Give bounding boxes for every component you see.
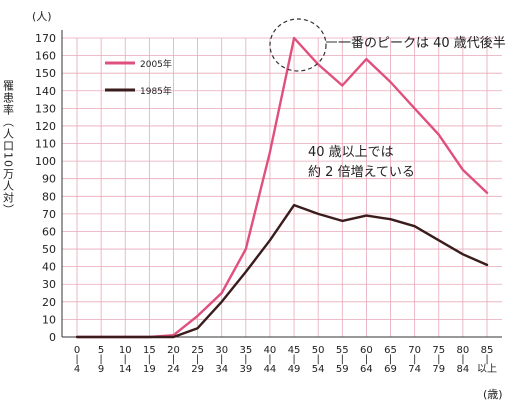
x-tick-end-8: 44 — [264, 364, 277, 375]
x-tick-start-12: 60 — [360, 345, 373, 356]
x-tick-start-17: 85 — [481, 345, 494, 356]
y-tick-0: 0 — [49, 331, 56, 344]
growth-annotation-line2: 約 2 倍増えている — [308, 165, 415, 180]
x-unit: (歳) — [483, 388, 503, 401]
peak-annotation: 一番のピークは 40 歳代後半 — [338, 36, 506, 51]
x-tick-end-0: 4 — [74, 364, 80, 375]
x-tick-dash-15: | — [437, 354, 440, 365]
x-tick-dash-8: | — [268, 354, 271, 365]
x-tick-start-11: 55 — [336, 345, 349, 356]
y-tick-60: 60 — [42, 225, 56, 238]
x-tick-dash-11: | — [341, 354, 344, 365]
x-tick-end-5: 29 — [191, 364, 204, 375]
y-tick-30: 30 — [42, 278, 56, 291]
legend: 2005年 1985年 — [105, 58, 172, 97]
x-tick-end-15: 79 — [432, 364, 445, 375]
x-tick-start-4: 20 — [167, 345, 180, 356]
y-tick-140: 140 — [35, 85, 56, 98]
x-tick-start-2: 10 — [119, 345, 132, 356]
series-line-0 — [75, 36, 489, 339]
x-tick-start-14: 70 — [408, 345, 421, 356]
x-tick-end-9: 49 — [288, 364, 301, 375]
x-tick-dash-0: | — [75, 354, 78, 365]
x-tick-dash-6: | — [220, 354, 223, 365]
x-tick-start-9: 45 — [288, 345, 301, 356]
y-tick-80: 80 — [42, 190, 56, 203]
x-tick-end-2: 14 — [119, 364, 132, 375]
x-tick-dash-12: | — [365, 354, 368, 365]
y-tick-160: 160 — [35, 50, 56, 63]
x-tick-dash-4: | — [172, 354, 175, 365]
y-tick-70: 70 — [42, 208, 56, 221]
x-tick-dash-3: | — [148, 354, 151, 365]
x-tick-start-7: 35 — [239, 345, 252, 356]
x-tick-start-16: 80 — [457, 345, 470, 356]
series-line-1 — [75, 203, 489, 339]
x-tick-end-1: 9 — [98, 364, 104, 375]
x-tick-dash-5: | — [196, 354, 199, 365]
x-tick-end-7: 39 — [239, 364, 252, 375]
y-tick-50: 50 — [42, 243, 56, 256]
x-tick-end-13: 69 — [384, 364, 397, 375]
y-tick-170: 170 — [35, 32, 56, 45]
legend-label-1985: 1985年 — [140, 85, 172, 97]
x-tick-dash-1: | — [99, 354, 102, 365]
x-tick-start-15: 75 — [432, 345, 445, 356]
x-tick-start-3: 15 — [143, 345, 156, 356]
y-tick-20: 20 — [42, 296, 56, 309]
growth-annotation-line1: 40 歳以上では — [308, 145, 394, 160]
x-tick-start-0: 0 — [74, 345, 80, 356]
x-tick-dash-7: | — [244, 354, 247, 365]
y-tick-130: 130 — [35, 102, 56, 115]
x-tick-end-4: 24 — [167, 364, 180, 375]
x-tick-end-11: 59 — [336, 364, 349, 375]
x-tick-dash-17: | — [485, 354, 488, 365]
grid — [62, 37, 502, 337]
x-tick-start-10: 50 — [312, 345, 325, 356]
x-tick-end-6: 34 — [215, 364, 228, 375]
x-tick-end-16: 84 — [457, 364, 470, 375]
x-tick-dash-10: | — [316, 354, 319, 365]
y-tick-10: 10 — [42, 313, 56, 326]
legend-label-2005: 2005年 — [140, 58, 172, 70]
x-tick-end-17: 以上 — [477, 363, 497, 375]
axes — [61, 30, 502, 338]
peak-highlight-circle — [269, 18, 327, 72]
x-tick-start-5: 25 — [191, 345, 204, 356]
y-unit: (人) — [32, 10, 52, 23]
x-tick-end-10: 54 — [312, 364, 325, 375]
x-tick-end-12: 64 — [360, 364, 373, 375]
x-tick-start-6: 30 — [215, 345, 228, 356]
y-tick-40: 40 — [42, 261, 56, 274]
y-tick-labels: 0 10 20 30 40 50 60 70 80 90 100 110 120 130 140 150 160… — [35, 32, 56, 344]
x-tick-dash-16: | — [461, 354, 464, 365]
y-tick-100: 100 — [35, 155, 56, 168]
x-tick-dash-9: | — [292, 354, 295, 365]
y-tick-120: 120 — [35, 120, 56, 133]
y-tick-110: 110 — [35, 138, 56, 151]
x-tick-labels: 0|45|910|1415|1920|2425|2930|3435|3940|4… — [74, 345, 497, 375]
x-tick-start-13: 65 — [384, 345, 397, 356]
y-axis-label: 罹患率（人口10万人対） — [2, 80, 15, 216]
y-tick-150: 150 — [35, 67, 56, 80]
x-tick-dash-14: | — [413, 354, 416, 365]
x-tick-start-8: 40 — [264, 345, 277, 356]
x-tick-dash-2: | — [124, 354, 127, 365]
x-tick-dash-13: | — [389, 354, 392, 365]
x-tick-start-1: 5 — [98, 345, 104, 356]
x-tick-end-14: 74 — [408, 364, 421, 375]
x-tick-end-3: 19 — [143, 364, 156, 375]
series-lines — [75, 36, 489, 339]
y-tick-90: 90 — [42, 173, 56, 186]
